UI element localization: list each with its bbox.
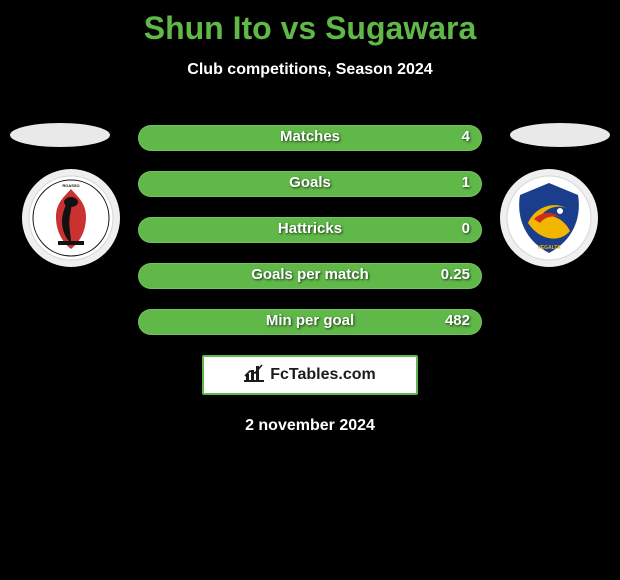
bar-mpg-label: Min per goal	[138, 312, 482, 329]
stat-bars: Matches 4 Goals 1 Hattricks 0 Goals per …	[138, 123, 482, 335]
bar-gpm-label: Goals per match	[138, 266, 482, 283]
bar-matches-label: Matches	[138, 128, 482, 145]
date-label: 2 november 2024	[0, 417, 620, 435]
bar-gpm-value-right: 0.25	[441, 266, 470, 283]
brand-name: FcTables.com	[270, 366, 376, 384]
brand-box[interactable]: FcTables.com	[202, 355, 418, 395]
crest-right-icon: VEGALTA	[506, 175, 592, 261]
player-left-oval	[10, 123, 110, 147]
bar-goals-label: Goals	[138, 174, 482, 191]
bar-goals: Goals 1	[138, 171, 482, 197]
page-title: Shun Ito vs Sugawara	[0, 0, 620, 47]
crest-right: VEGALTA	[500, 169, 598, 267]
crest-left: ROASSO	[22, 169, 120, 267]
subtitle: Club competitions, Season 2024	[0, 61, 620, 79]
bar-matches: Matches 4	[138, 125, 482, 151]
bar-goals-value-right: 1	[462, 174, 470, 191]
crest-left-label: ROASSO	[62, 183, 79, 188]
bar-goals-per-match: Goals per match 0.25	[138, 263, 482, 289]
chart-icon	[244, 364, 264, 387]
bar-hattricks: Hattricks 0	[138, 217, 482, 243]
bar-hattricks-label: Hattricks	[138, 220, 482, 237]
player-right-oval	[510, 123, 610, 147]
bar-matches-value-right: 4	[462, 128, 470, 145]
comparison-content: ROASSO VEGALTA Matches 4 Goals 1 Hattric…	[0, 123, 620, 435]
bar-hattricks-value-right: 0	[462, 220, 470, 237]
bar-min-per-goal: Min per goal 482	[138, 309, 482, 335]
bar-mpg-value-right: 482	[445, 312, 470, 329]
crest-right-label: VEGALTA	[537, 245, 561, 251]
crest-left-icon: ROASSO	[28, 175, 114, 261]
